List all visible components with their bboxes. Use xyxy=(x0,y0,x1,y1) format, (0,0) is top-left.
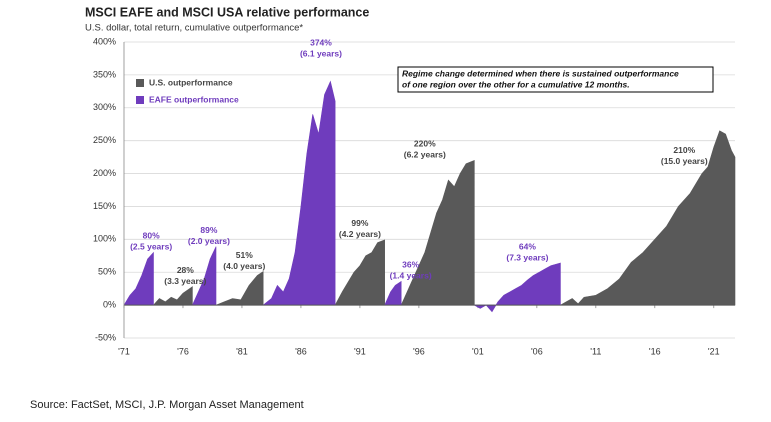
annotation-duration: (2.5 years) xyxy=(130,242,172,252)
chart-title: MSCI EAFE and MSCI USA relative performa… xyxy=(85,5,369,19)
y-tick-label: 400% xyxy=(93,36,116,46)
x-tick-label: '11 xyxy=(590,346,601,356)
note-box xyxy=(397,66,714,93)
annotation-value: 220% xyxy=(414,139,436,149)
y-tick-label: 300% xyxy=(93,102,116,112)
source-note: Source: FactSet, MSCI, J.P. Morgan Asset… xyxy=(30,399,304,411)
y-tick-label: 250% xyxy=(93,135,116,145)
x-tick-label: '71 xyxy=(118,346,130,356)
annotation-duration: (4.0 years) xyxy=(223,261,265,271)
annotation-duration: (6.2 years) xyxy=(404,150,446,160)
x-tick-label: '96 xyxy=(413,346,425,356)
area-series xyxy=(123,80,561,313)
annotation-duration: (2.0 years) xyxy=(188,236,230,246)
x-tick-label: '86 xyxy=(295,346,307,356)
annotation-duration: (1.4 years) xyxy=(390,271,432,281)
annotation-duration: (3.3 years) xyxy=(164,276,206,286)
legend-label: U.S. outperformance xyxy=(149,77,233,87)
note-line: of one region over the other for a cumul… xyxy=(402,79,630,89)
annotation-value: 28% xyxy=(177,265,194,275)
annotation-duration: (7.3 years) xyxy=(506,252,548,262)
note-line: Regime change determined when there is s… xyxy=(402,68,679,78)
annotation-duration: (15.0 years) xyxy=(661,156,708,166)
annotation-value: 374% xyxy=(310,37,332,47)
legend-label: EAFE outperformance xyxy=(149,94,239,104)
area-series xyxy=(152,130,736,306)
y-tick-label: 100% xyxy=(93,234,116,244)
y-tick-label: 50% xyxy=(98,267,116,277)
y-tick-label: 0% xyxy=(103,299,116,309)
annotation-value: 80% xyxy=(143,231,160,241)
chart-subtitle: U.S. dollar, total return, cumulative ou… xyxy=(85,23,303,34)
legend-swatch xyxy=(136,79,144,87)
y-tick-label: -50% xyxy=(95,332,116,342)
annotation-value: 51% xyxy=(236,250,253,260)
x-tick-label: '76 xyxy=(177,346,189,356)
legend-swatch xyxy=(136,96,144,104)
x-tick-label: '01 xyxy=(472,346,484,356)
x-tick-label: '81 xyxy=(236,346,248,356)
x-tick-label: '06 xyxy=(531,346,543,356)
y-tick-label: 200% xyxy=(93,168,116,178)
annotation-value: 99% xyxy=(351,218,368,228)
annotation-duration: (4.2 years) xyxy=(339,229,381,239)
x-tick-label: '21 xyxy=(708,346,720,356)
x-tick-label: '16 xyxy=(649,346,661,356)
annotation-value: 64% xyxy=(519,241,536,251)
annotation-value: 36% xyxy=(402,260,419,270)
x-tick-label: '91 xyxy=(354,346,366,356)
y-tick-label: 350% xyxy=(93,69,116,79)
y-tick-label: 150% xyxy=(93,201,116,211)
annotation-value: 89% xyxy=(200,225,217,235)
annotation-value: 210% xyxy=(673,145,695,155)
annotation-duration: (6.1 years) xyxy=(300,48,342,58)
